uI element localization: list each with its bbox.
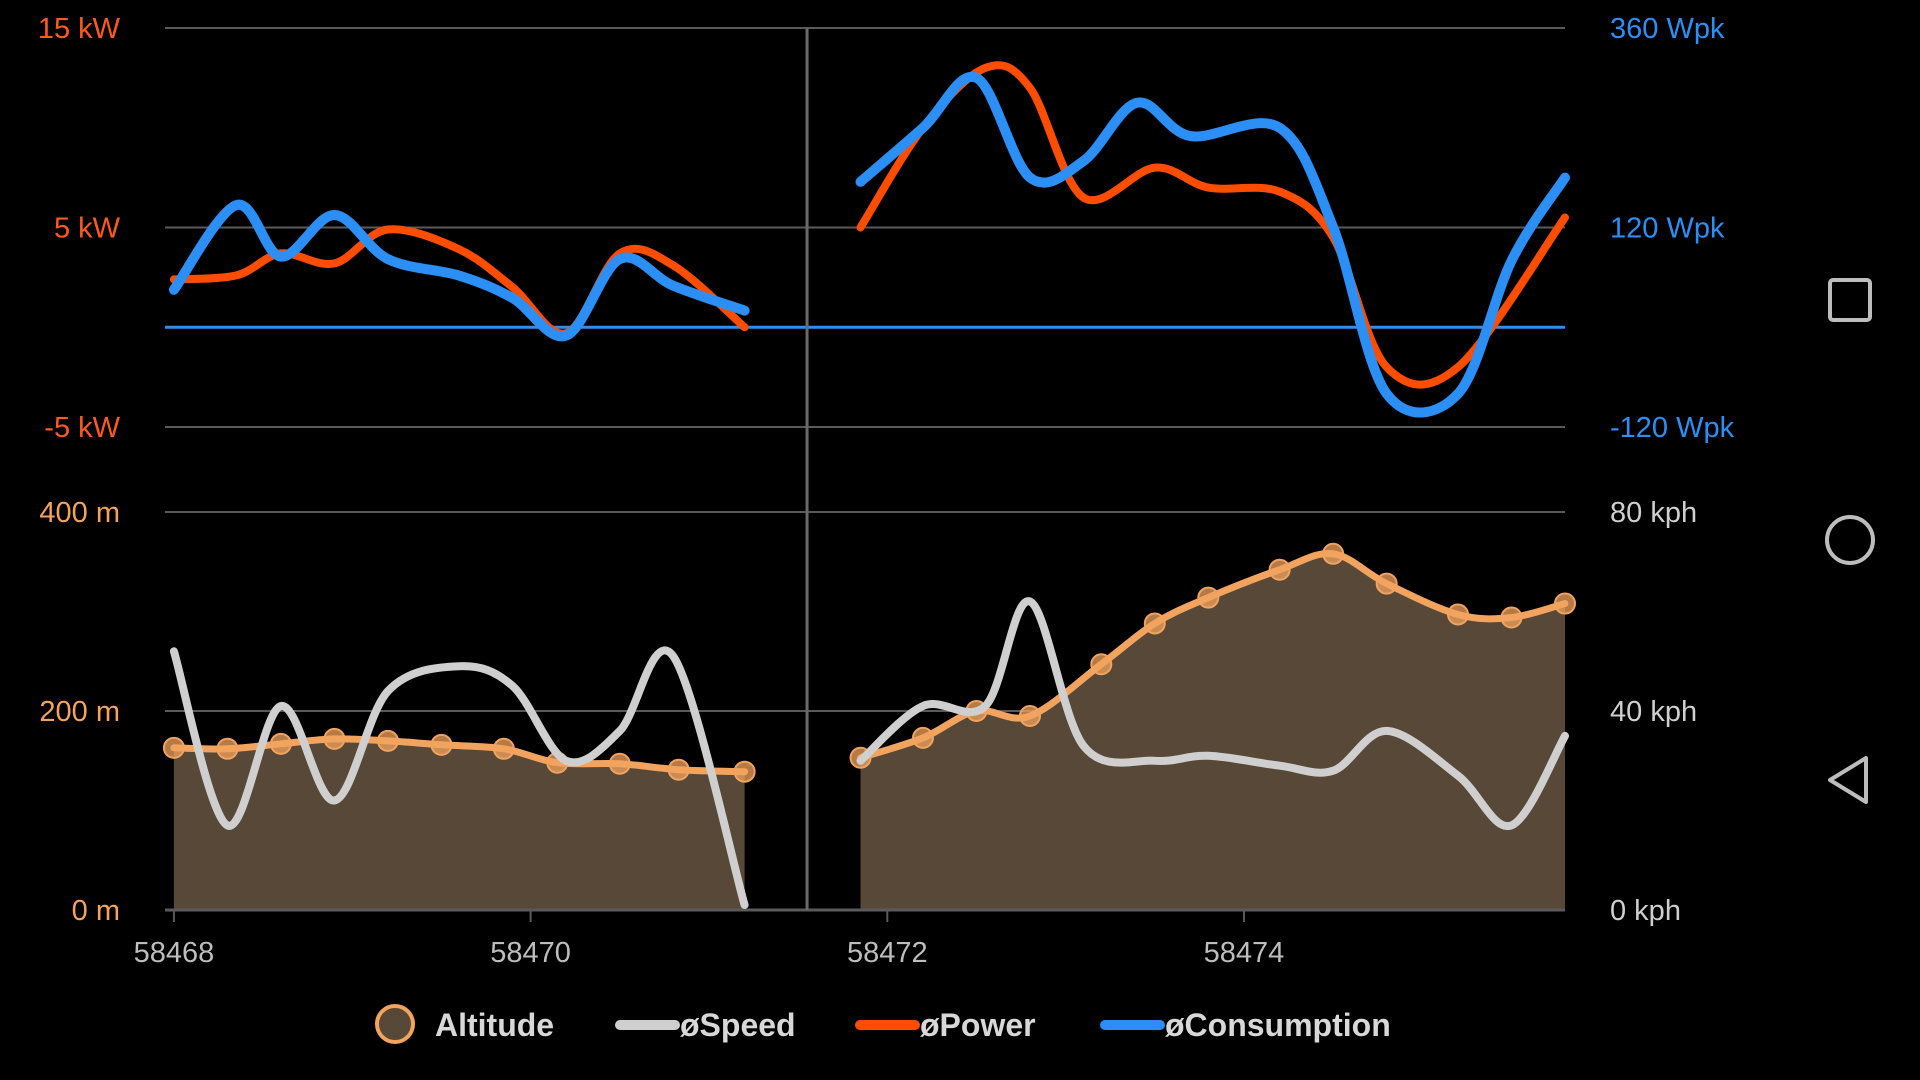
power-axis-label: -5 kW [44,412,120,444]
altitude-point [162,736,185,759]
legend-altitude-swatch [375,1004,415,1044]
altitude-axis-label: 400 m [39,497,120,529]
altitude-point [269,732,292,755]
navigation-bar [1780,0,1920,1080]
x-tick-label: 58470 [490,937,571,969]
altitude-area [860,553,1565,910]
legend-label: øSpeed [680,1007,796,1043]
speed-axis-label: 80 kph [1610,497,1697,529]
altitude-point [1268,558,1291,581]
circle-icon [1825,515,1875,565]
speed-axis-label: 0 kph [1610,895,1681,927]
back-button[interactable] [1810,740,1890,820]
altitude-point [1018,704,1041,727]
altitude-point [667,758,690,781]
chart: -5 kW 5 kW 15 kW -120 Wpk 120 Wpk 360 Wpk 0 m 2… [38,13,1735,1044]
legend-label: øPower [920,1007,1036,1043]
consumption-line [168,200,750,342]
altitude-point [216,737,239,760]
altitude-point [733,760,756,783]
altitude-point [1375,572,1398,595]
altitude-point [376,729,399,752]
power-line [856,61,1569,389]
x-tick-label: 58468 [134,937,215,969]
consumption-line [855,71,1570,418]
altitude-point [1143,612,1166,635]
speed-axis-label: 40 kph [1610,696,1697,728]
consumption-axis-label: 120 Wpk [1610,213,1725,245]
x-tick-label: 58472 [847,937,928,969]
altitude-point [323,727,346,750]
square-icon [1828,278,1872,322]
altitude-point [1500,606,1523,629]
altitude-axis-label: 200 m [39,696,120,728]
recents-button[interactable] [1810,260,1890,340]
triangle-back-icon [1828,756,1868,804]
altitude-point [911,726,934,749]
consumption-axis-label: -120 Wpk [1610,412,1735,444]
power-axis-label: 15 kW [38,13,121,45]
home-button[interactable] [1810,500,1890,580]
power-axis-label: 5 kW [54,213,121,245]
legend-label: øConsumption [1165,1007,1391,1043]
altitude-point [1554,592,1576,615]
consumption-axis-label: 360 Wpk [1610,13,1725,45]
altitude-point [1446,603,1469,626]
altitude-point [430,733,453,756]
x-tick-label: 58474 [1204,937,1285,969]
speed-line [169,646,749,909]
altitude-point [1322,542,1345,565]
legend-label: Altitude [435,1007,554,1043]
altitude-axis-label: 0 m [72,895,120,927]
altitude-point [1197,586,1220,609]
speed-line [856,597,1569,831]
altitude-point [492,737,515,760]
altitude-point [1090,653,1113,676]
altitude-point [608,752,631,775]
